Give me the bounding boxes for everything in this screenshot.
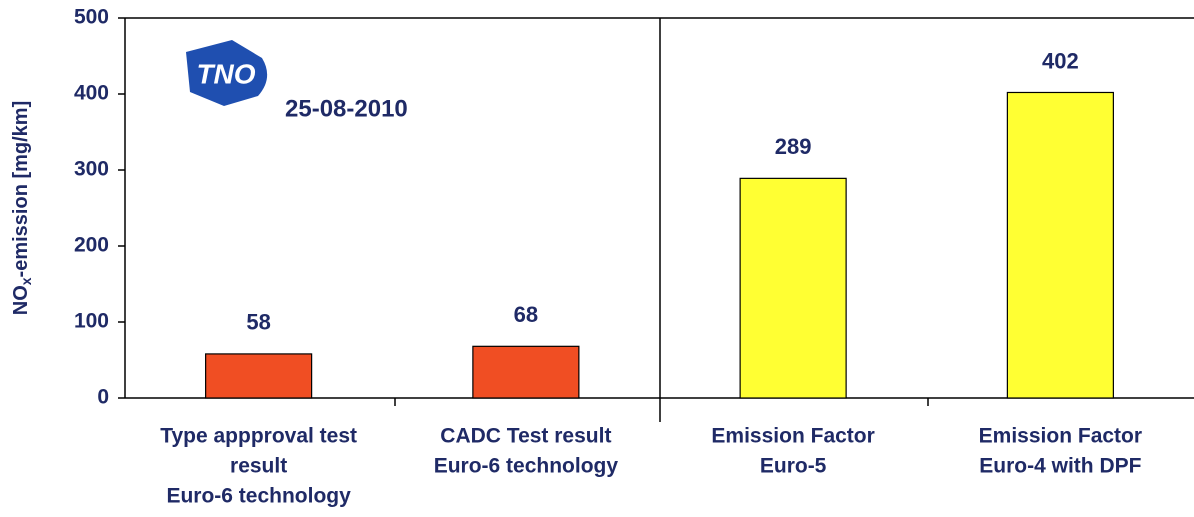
logo-text: TNO (196, 58, 255, 89)
value-label: 58 (246, 310, 270, 335)
y-label-sub: x (18, 277, 34, 285)
x-tick-label: Type appproval test (160, 425, 357, 448)
x-tick-label: Emission Factor (979, 425, 1142, 448)
y-tick-label: 200 (74, 234, 109, 257)
value-label: 68 (514, 302, 538, 327)
x-tick-label: Emission Factor (711, 425, 874, 448)
x-tick-label: CADC Test result (440, 425, 611, 448)
annotation: 25-08-2010 (285, 95, 408, 122)
logo: TNO (186, 40, 268, 106)
x-tick-label: Euro-6 technology (434, 455, 619, 478)
y-tick-label: 300 (74, 158, 109, 181)
y-label-part: -emission [mg/km] (10, 101, 32, 278)
bar (472, 345, 580, 399)
y-tick-label: 500 (74, 6, 109, 29)
x-tick-label: result (230, 455, 287, 478)
value-label: 289 (775, 134, 812, 159)
x-tick-label: Euro-5 (760, 455, 827, 478)
bar (739, 177, 847, 399)
y-tick-label: 0 (97, 386, 109, 409)
x-tick-label: Euro-4 with DPF (979, 455, 1141, 478)
bar (205, 353, 313, 399)
y-tick-label: 100 (74, 310, 109, 333)
x-tick-label: Euro-6 technology (166, 485, 351, 508)
y-tick-label: 400 (74, 82, 109, 105)
bar (1006, 91, 1114, 399)
y-axis-label: NOx-emission [mg/km] (10, 101, 33, 316)
value-label: 402 (1042, 48, 1079, 73)
y-label-part: NO (10, 285, 32, 315)
